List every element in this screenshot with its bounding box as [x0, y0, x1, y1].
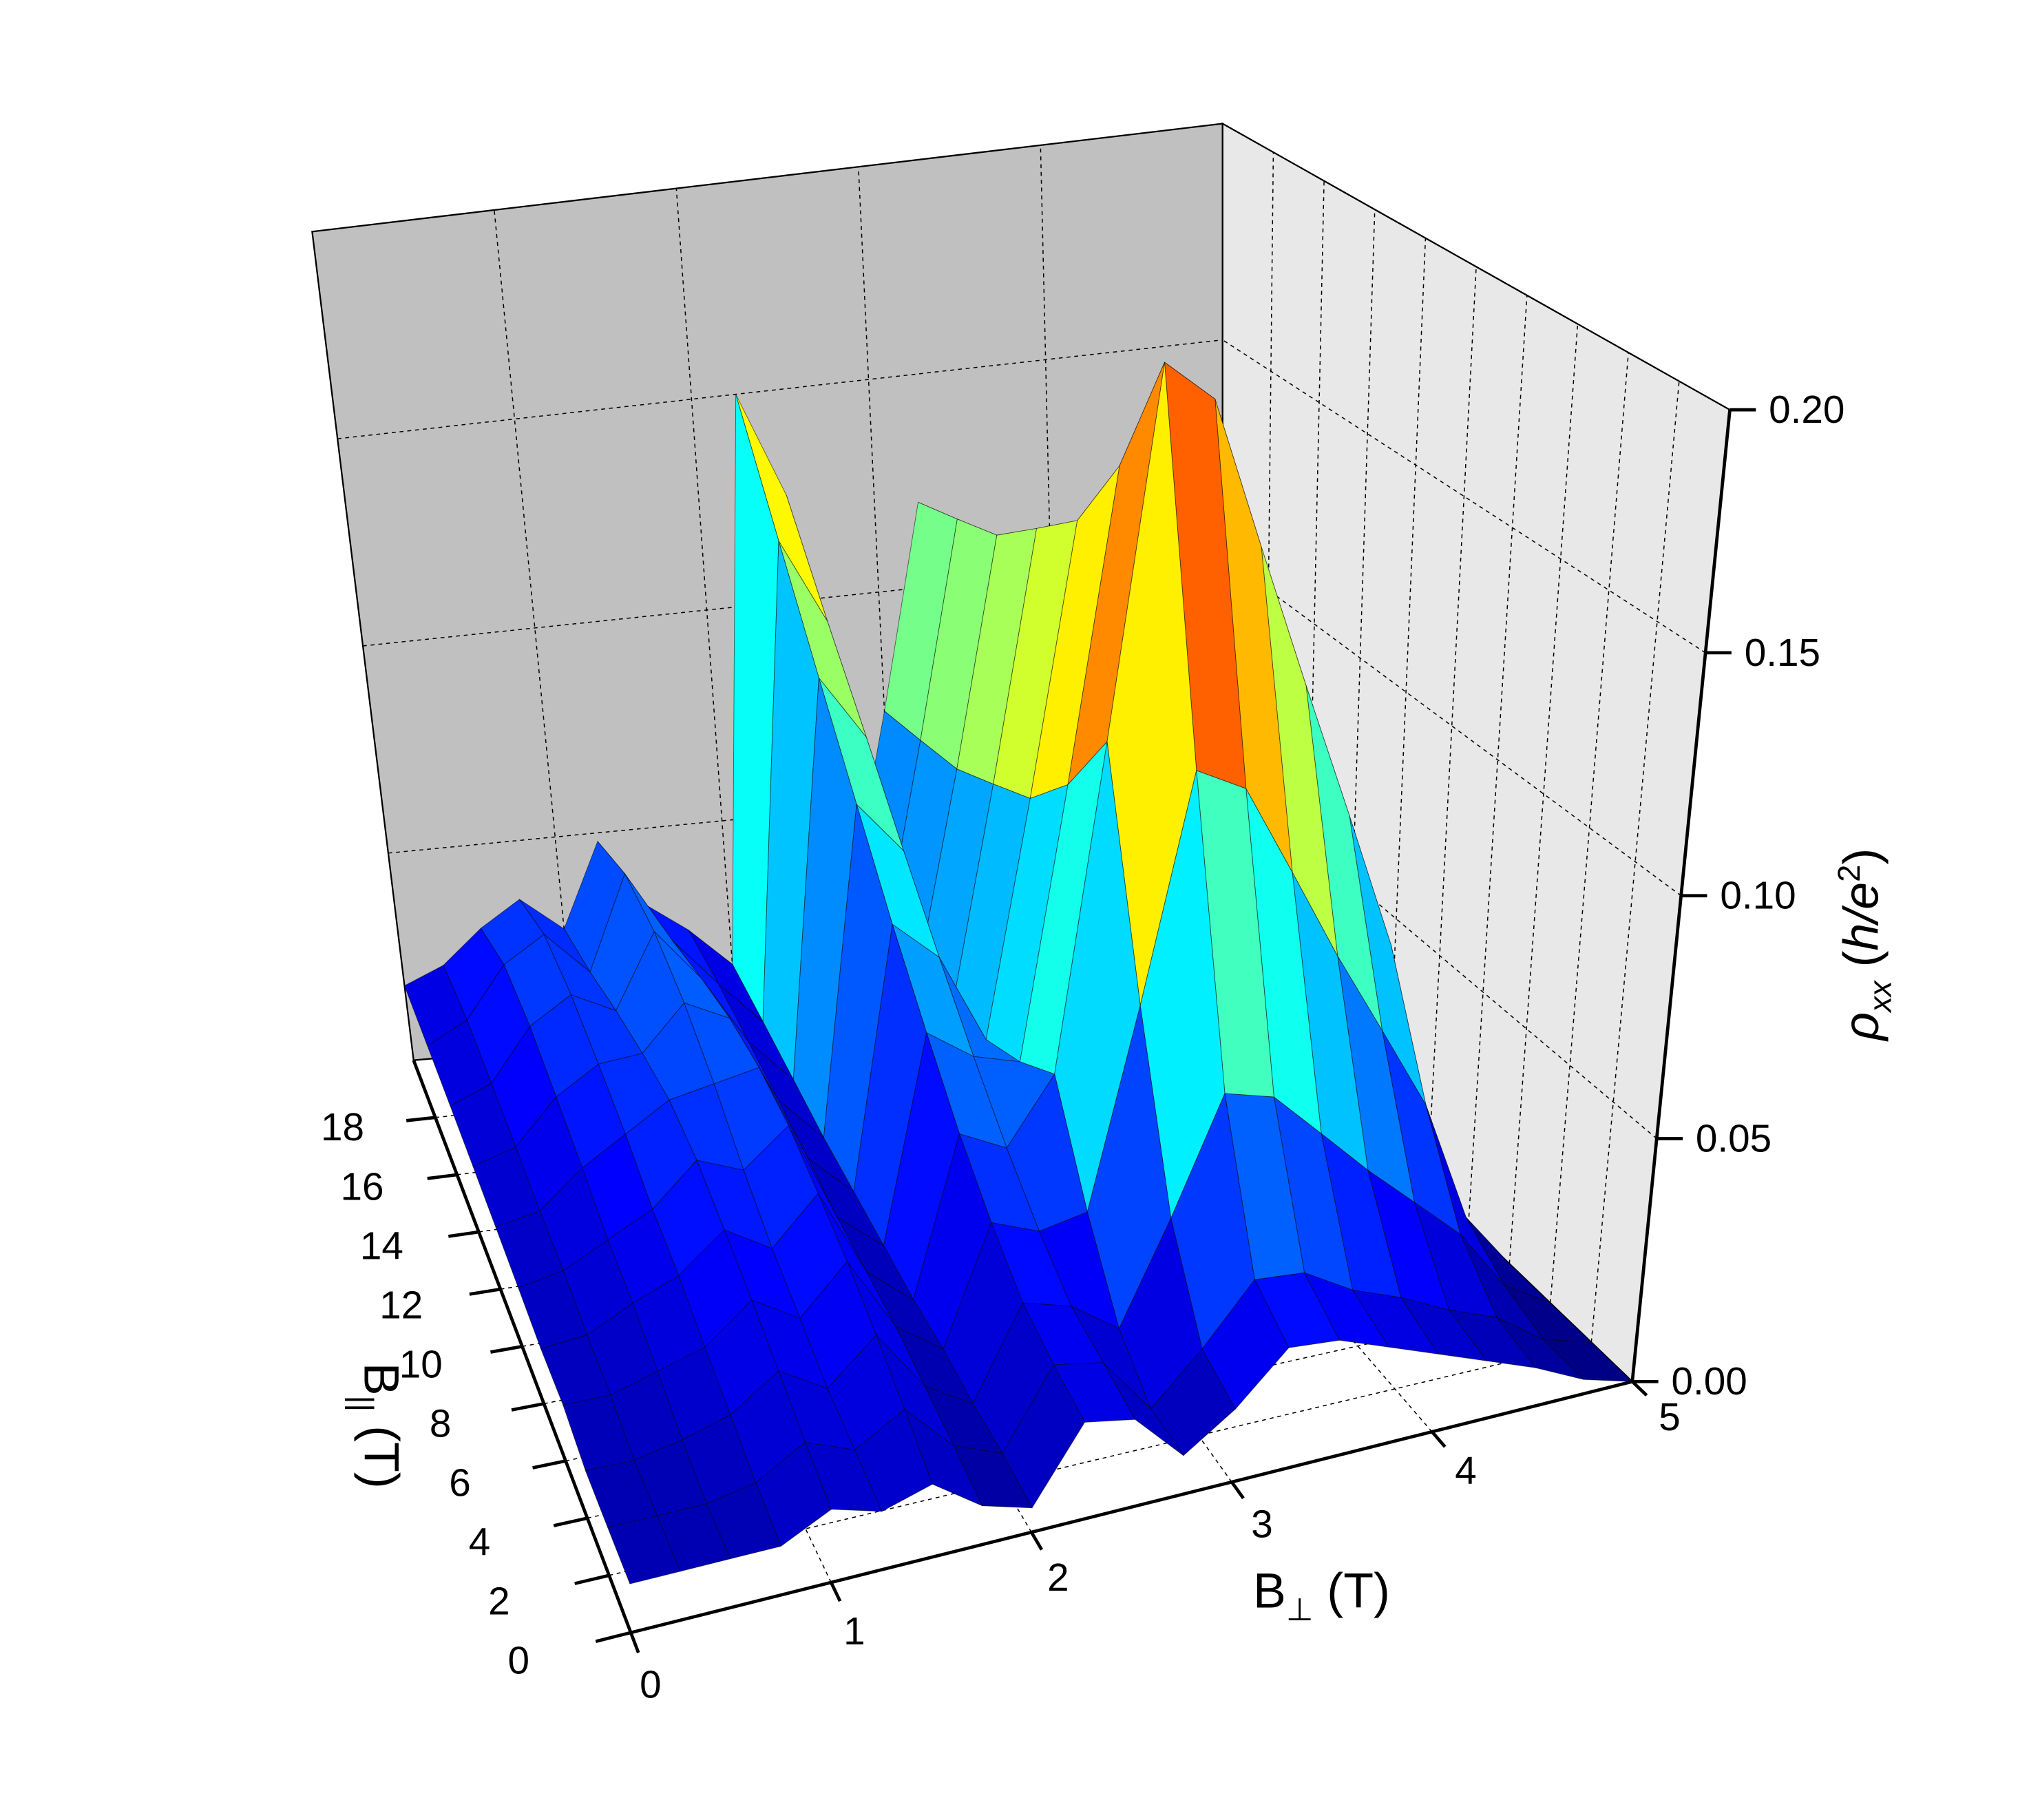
z-tick-label: 0.10	[1720, 875, 1796, 918]
y-tick-label: 18	[321, 1106, 364, 1149]
x-tick-label: 2	[1047, 1556, 1069, 1600]
y-tick-label: 16	[340, 1165, 383, 1209]
y-label-sub: ||	[345, 1396, 380, 1412]
axes: 0123450246810121416180.000.050.100.150.2…	[321, 388, 1844, 1706]
x-tick	[1631, 1380, 1648, 1397]
x-label-sub: ⊥	[1286, 1592, 1313, 1627]
x-tick-label: 0	[640, 1663, 662, 1706]
y-tick	[553, 1516, 588, 1527]
y-tick-label: 10	[399, 1343, 443, 1386]
x-tick	[629, 1632, 640, 1653]
x-tick-label: 4	[1455, 1450, 1477, 1493]
y-tick-label: 4	[469, 1521, 491, 1565]
z-label-unit: h/e	[1833, 882, 1889, 951]
y-tick	[532, 1459, 567, 1469]
z-tick-label: 0.05	[1696, 1117, 1772, 1160]
x-tick-label: 1	[843, 1610, 865, 1653]
x-label-main: B	[1253, 1563, 1286, 1618]
x-tick	[1030, 1531, 1044, 1551]
y-tick-label: 12	[379, 1284, 423, 1327]
surface	[404, 362, 1633, 1584]
z-label-close: )	[1833, 848, 1889, 865]
grid-line	[337, 339, 1223, 439]
x-tick	[1230, 1481, 1245, 1500]
y-tick	[448, 1230, 479, 1238]
x-tick-label: 3	[1251, 1503, 1273, 1546]
z-label-sup: 2	[1831, 865, 1867, 882]
x-tick	[1431, 1430, 1447, 1448]
x-axis-line	[630, 1380, 1633, 1635]
y-tick	[427, 1173, 458, 1180]
y-tick-label: 14	[360, 1224, 403, 1268]
y-label-unit: (T)	[354, 1412, 409, 1489]
z-label-open: (	[1833, 950, 1889, 981]
y-axis-label: B|| (T)	[345, 1363, 409, 1489]
x-axis-label: B⊥ (T)	[1253, 1563, 1390, 1627]
y-tick	[574, 1573, 610, 1585]
z-label-symbol: ρ	[1833, 1012, 1889, 1042]
grid-line	[1222, 772, 1657, 1140]
x-tick-label: 5	[1659, 1396, 1681, 1439]
y-tick-label: 2	[488, 1580, 510, 1624]
y-label-main: B	[354, 1363, 409, 1396]
surface-cell	[607, 1515, 681, 1584]
x-label-unit: (T)	[1313, 1563, 1390, 1618]
grid-line	[1550, 352, 1629, 1304]
z-tick-label: 0.00	[1671, 1360, 1747, 1403]
grid-line	[1468, 295, 1528, 1225]
y-tick-label: 8	[430, 1402, 452, 1445]
z-tick-label: 0.15	[1745, 631, 1820, 675]
grid-line	[1427, 266, 1477, 1186]
grid-line	[1222, 339, 1706, 653]
z-axis-label: ρxx (h/e2)	[1831, 848, 1897, 1042]
grid-line	[1590, 381, 1680, 1343]
y-tick-label: 6	[449, 1462, 471, 1505]
grid-line	[1222, 123, 1730, 410]
z-label-sub: xx	[1862, 980, 1897, 1014]
y-tick	[406, 1116, 436, 1122]
y-tick	[511, 1402, 545, 1412]
y-tick	[595, 1631, 631, 1643]
z-tick-label: 0.20	[1769, 388, 1844, 432]
y-tick-label: 0	[508, 1640, 530, 1683]
y-tick	[469, 1287, 501, 1296]
y-tick	[490, 1344, 523, 1354]
x-tick	[830, 1581, 842, 1602]
grid-line	[1508, 324, 1579, 1264]
grid-line	[1222, 556, 1682, 897]
